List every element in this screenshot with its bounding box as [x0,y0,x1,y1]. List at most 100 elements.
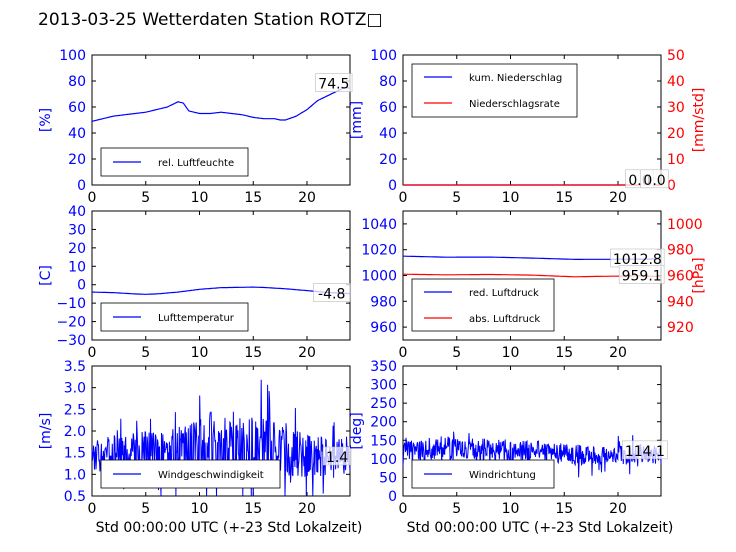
x-tick-label: 10 [502,345,520,361]
right-y-tick-label: 920 [667,320,694,336]
x-tick-label: 15 [244,190,262,206]
y-tick-label: 0 [388,178,397,194]
precipitation-panel: 0 5 10 15 20 0 20 40 60 80 100 0 10 20 30 40 50 [mm] [mm/s… [349,48,707,206]
y-tick-label: 80 [68,74,86,90]
x-tick-label: 20 [609,501,627,517]
y-tick-label: 0 [77,278,86,294]
y-tick-label: 0 [388,489,397,505]
right-y-tick-label: 0 [667,178,676,194]
y-tick-label: 1040 [361,217,397,233]
legend-label: abs. Luftdruck [469,314,540,325]
y-tick-label: 3.0 [64,381,86,397]
x-axis-label: Std 00:00:00 UTC (+-23 Std Lokalzeit) [407,520,674,536]
y-tick-label: 960 [370,320,397,336]
x-tick-label: 10 [502,501,520,517]
right-y-tick-label: 30 [667,100,685,116]
legend-label: Windgeschwindigkeit [158,470,264,481]
value-annotation: 74.5 [318,77,349,93]
x-tick-label: 5 [141,190,150,206]
legend-label: Niederschlagsrate [469,99,560,110]
x-axis-label: Std 00:00:00 UTC (+-23 Std Lokalzeit) [96,520,363,536]
x-tick-label: 0 [88,501,97,517]
y-tick-label: 20 [68,152,86,168]
y-tick-label: 40 [379,126,397,142]
value-annotation: -4.8 [318,287,345,303]
x-tick-label: 20 [609,190,627,206]
figure-title: 2013-03-25 Wetterdaten Station ROTZ□ [38,10,383,30]
value-annotation-box [622,440,668,460]
x-tick-label: 10 [502,190,520,206]
x-tick-label: 15 [555,345,573,361]
x-tick-label: 0 [399,345,408,361]
value-annotation-box [315,73,353,92]
right-y-axis-label: [hPa] [691,257,707,293]
right-y-axis-label: [mm/std] [691,88,707,153]
x-tick-label: 20 [298,190,316,206]
right-y-tick-label: 960 [667,269,694,285]
y-tick-label: 250 [370,396,397,412]
pressure-panel: 0 5 10 15 20 960 980 1000 1020 1040 920 940 960 980 10… [361,210,707,361]
right-y-tick-label: 20 [667,126,685,142]
y-tick-label: 2.0 [64,424,86,440]
value-annotation-box [322,446,352,466]
right-y-tick-label: 50 [667,48,685,64]
x-tick-label: 15 [244,345,262,361]
x-tick-label: 0 [88,190,97,206]
y-tick-label: 1.0 [64,467,86,483]
y-tick-label: 0.5 [64,489,86,505]
y-tick-label: 100 [370,48,397,64]
y-tick-label: 20 [68,241,86,257]
value-annotation: 1.4 [326,450,348,466]
value-annotation: 959.1 [622,269,662,285]
right-y-tick-label: 940 [667,294,694,310]
series-line-0 [91,379,351,496]
y-tick-label: 1020 [361,243,397,259]
x-tick-label: 0 [88,345,97,361]
series-line-0 [91,86,351,122]
y-tick-label: 40 [68,126,86,142]
right-y-tick-label: 1000 [667,217,703,233]
series-line-1 [403,273,662,278]
y-tick-label: 1000 [361,269,397,285]
y-axis-label: [mm] [349,101,365,139]
right-y-tick-label: 980 [667,243,694,259]
wind-speed-panel: 0 5 10 15 20 0.5 1.0 1.5 2.0 2.5 3.0 3.5 [m/s] Std 00… [38,359,362,536]
y-axis-label: [%] [38,108,54,132]
y-tick-label: 300 [370,378,397,394]
y-tick-label: 150 [370,433,397,449]
x-tick-label: 15 [244,501,262,517]
legend-label: kum. Niederschlag [469,73,562,84]
value-annotation: 114.1 [625,444,665,460]
x-tick-label: 5 [452,190,461,206]
y-tick-label: −20 [56,315,86,331]
y-axis-label: [C] [38,265,54,286]
x-tick-label: 0 [399,501,408,517]
x-tick-label: 20 [298,501,316,517]
value-annotation-box [618,265,665,284]
x-tick-label: 5 [141,501,150,517]
series-line-0 [92,286,351,295]
x-tick-label: 0 [399,190,408,206]
x-tick-label: 10 [191,190,209,206]
y-tick-label: 30 [68,222,86,238]
humidity-panel: 0 5 10 15 20 0 20 40 60 80 100 [%] rel. Luftfeuchte 7… [38,48,353,206]
y-tick-label: 1.5 [64,446,86,462]
y-tick-label: 60 [68,100,86,116]
x-tick-label: 5 [452,345,461,361]
y-tick-label: 80 [379,74,397,90]
x-tick-label: 15 [555,501,573,517]
y-tick-label: 20 [379,152,397,168]
series-line-0 [402,431,662,478]
value-annotation-box [313,283,351,302]
x-tick-label: 10 [191,345,209,361]
y-tick-label: −10 [56,296,86,312]
legend-label: Windrichtung [469,470,536,481]
y-tick-label: 100 [59,48,86,64]
x-tick-label: 5 [141,345,150,361]
legend-label: Lufttemperatur [158,313,235,324]
legend-label: red. Luftdruck [469,288,539,299]
y-tick-label: 100 [370,452,397,468]
value-annotation: 1012.8 [613,252,662,268]
